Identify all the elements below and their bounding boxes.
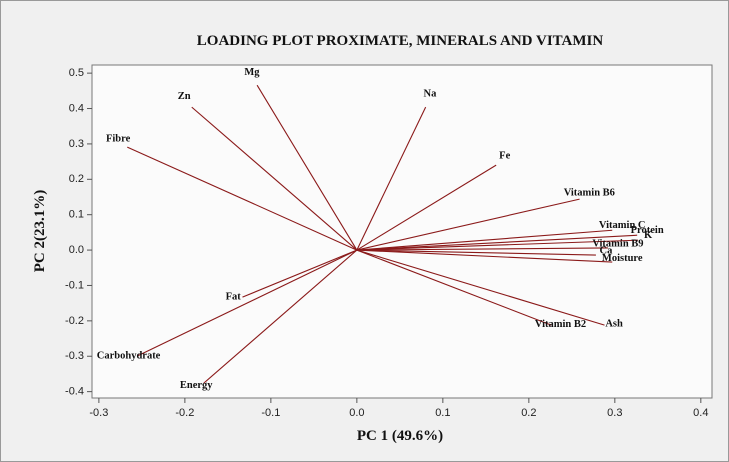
loading-vector bbox=[356, 239, 639, 251]
vector-label: K bbox=[644, 230, 653, 241]
loading-vector bbox=[137, 249, 358, 357]
vector-label: Fibre bbox=[106, 133, 131, 144]
vector-label: Zn bbox=[178, 91, 191, 102]
loading-vector bbox=[356, 249, 596, 256]
chart-title: LOADING PLOT PROXIMATE, MINERALS AND VIT… bbox=[197, 33, 604, 49]
y-tick-label: 0.1 bbox=[69, 209, 84, 221]
x-tick-label: -0.3 bbox=[89, 407, 108, 419]
y-tick-label: 0.0 bbox=[69, 244, 84, 256]
vector-label: Moisture bbox=[602, 253, 643, 264]
vector-label: Carbohydrate bbox=[97, 351, 161, 362]
y-tick-label: -0.3 bbox=[65, 350, 84, 362]
loading-vector bbox=[356, 249, 552, 326]
x-tick-label: 0.3 bbox=[607, 407, 622, 419]
loading-vector bbox=[127, 146, 358, 251]
y-tick-label: 0.4 bbox=[69, 102, 84, 114]
y-tick-label: -0.4 bbox=[65, 386, 84, 398]
vector-label: Vitamin B9 bbox=[592, 238, 643, 249]
loading-vector bbox=[242, 249, 358, 298]
vector-label: Vitamin B2 bbox=[535, 319, 586, 330]
x-tick-label: 0.2 bbox=[521, 407, 536, 419]
vector-label: Ca bbox=[599, 246, 613, 257]
vector-label: Protein bbox=[631, 225, 664, 236]
loading-vector bbox=[191, 106, 358, 251]
plot-area bbox=[91, 64, 713, 399]
loading-vector bbox=[256, 84, 358, 251]
y-tick-label: 0.5 bbox=[69, 67, 84, 79]
loading-vector bbox=[356, 106, 427, 251]
vector-label: Fat bbox=[226, 291, 242, 302]
loading-vector bbox=[356, 249, 613, 263]
loading-vector bbox=[356, 198, 580, 251]
y-tick-label: -0.1 bbox=[65, 279, 84, 291]
y-axis-label: PC 2(23.1%) bbox=[32, 190, 48, 273]
y-tick-label: -0.2 bbox=[65, 315, 84, 327]
x-tick-label: -0.2 bbox=[175, 407, 194, 419]
loading-vector bbox=[356, 229, 613, 251]
vector-label: Vitamin B6 bbox=[564, 187, 615, 198]
vector-label: Mg bbox=[244, 67, 260, 78]
loading-vector bbox=[356, 164, 497, 251]
vector-label: Energy bbox=[180, 380, 213, 391]
loading-vector bbox=[203, 249, 358, 384]
loading-vector bbox=[356, 247, 608, 251]
vector-label: Ash bbox=[605, 318, 623, 329]
vector-label: Vitamin C bbox=[599, 220, 646, 231]
loading-vector bbox=[356, 249, 605, 326]
x-tick-label: 0.4 bbox=[693, 407, 708, 419]
x-tick-label: -0.1 bbox=[261, 407, 280, 419]
vector-label: Na bbox=[424, 89, 438, 100]
vector-label: Fe bbox=[499, 150, 510, 161]
x-axis-label: PC 1 (49.6%) bbox=[357, 428, 443, 444]
y-tick-label: 0.2 bbox=[69, 173, 84, 185]
x-tick-label: 0.1 bbox=[435, 407, 450, 419]
x-tick-label: 0.0 bbox=[349, 407, 364, 419]
loading-vector bbox=[356, 234, 638, 251]
y-tick-label: 0.3 bbox=[69, 138, 84, 150]
